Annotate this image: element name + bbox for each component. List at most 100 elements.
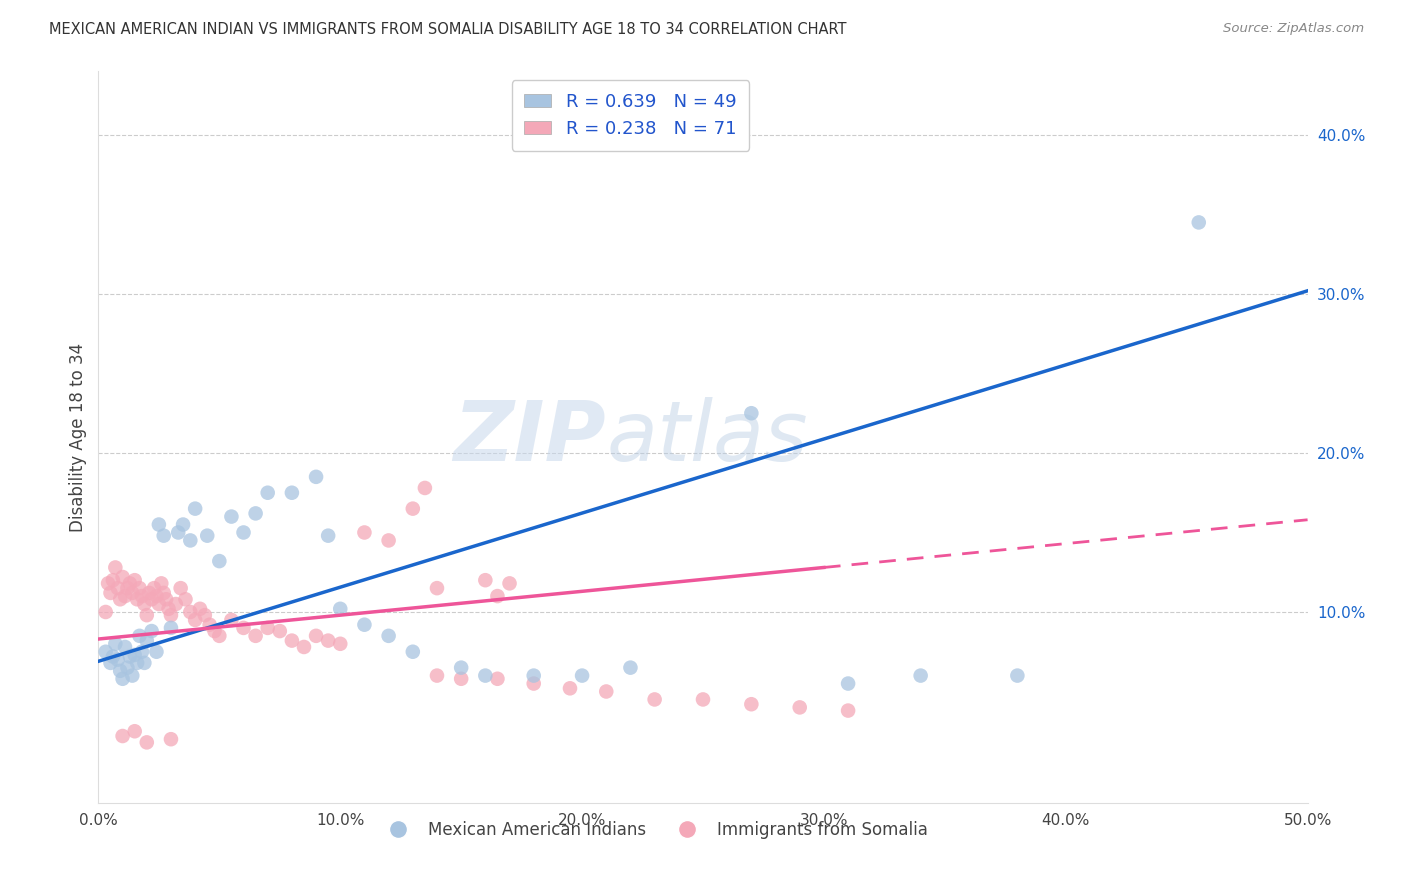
Point [329, 637, 352, 651]
Point [124, 724, 146, 739]
Point [111, 672, 134, 686]
Point [94, 605, 117, 619]
Point [148, 517, 170, 532]
Point [571, 668, 593, 682]
Point [127, 656, 149, 670]
Point [281, 633, 304, 648]
Point [134, 597, 156, 611]
Point [135, 735, 157, 749]
Point [644, 692, 666, 706]
Point [160, 621, 183, 635]
Point [1188, 215, 1211, 229]
Point [184, 613, 207, 627]
Point [195, 529, 218, 543]
Point [221, 613, 243, 627]
Point [595, 684, 617, 698]
Point [101, 649, 124, 664]
Point [281, 485, 304, 500]
Point [121, 668, 143, 682]
Point [97, 576, 120, 591]
Point [353, 617, 375, 632]
Point [121, 586, 143, 600]
Legend: Mexican American Indians, Immigrants from Somalia: Mexican American Indians, Immigrants fro… [374, 814, 935, 846]
Point [131, 645, 153, 659]
Point [256, 621, 278, 635]
Point [402, 501, 425, 516]
Point [157, 602, 180, 616]
Y-axis label: Disability Age 18 to 34: Disability Age 18 to 34 [69, 343, 87, 532]
Point [174, 592, 197, 607]
Point [208, 629, 231, 643]
Point [619, 660, 641, 674]
Point [118, 576, 141, 591]
Point [117, 581, 139, 595]
Point [114, 589, 136, 603]
Point [377, 533, 399, 548]
Text: ZIP: ZIP [454, 397, 606, 477]
Point [558, 681, 581, 696]
Point [145, 645, 167, 659]
Point [292, 640, 315, 654]
Point [740, 406, 762, 420]
Point [127, 592, 149, 607]
Point [245, 507, 267, 521]
Point [141, 624, 163, 638]
Point [194, 608, 217, 623]
Point [104, 637, 127, 651]
Point [426, 668, 449, 682]
Point [413, 481, 436, 495]
Point [523, 668, 546, 682]
Point [269, 624, 291, 638]
Point [148, 597, 170, 611]
Point [837, 676, 859, 690]
Point [107, 653, 129, 667]
Point [117, 660, 139, 674]
Point [221, 509, 243, 524]
Point [1007, 668, 1029, 682]
Point [486, 672, 509, 686]
Point [111, 570, 134, 584]
Point [138, 586, 160, 600]
Point [108, 664, 131, 678]
Point [837, 704, 859, 718]
Point [377, 629, 399, 643]
Point [245, 629, 267, 643]
Point [108, 592, 131, 607]
Point [94, 645, 117, 659]
Text: atlas: atlas [606, 397, 808, 477]
Point [316, 633, 339, 648]
Point [256, 485, 278, 500]
Point [118, 649, 141, 664]
Point [135, 633, 157, 648]
Point [179, 605, 201, 619]
Point [114, 640, 136, 654]
Point [305, 470, 328, 484]
Point [316, 529, 339, 543]
Point [155, 592, 177, 607]
Point [498, 576, 520, 591]
Point [740, 697, 762, 711]
Point [910, 668, 932, 682]
Point [450, 660, 472, 674]
Point [100, 656, 122, 670]
Point [143, 581, 166, 595]
Point [152, 529, 174, 543]
Point [305, 629, 328, 643]
Point [426, 581, 449, 595]
Point [124, 648, 146, 662]
Point [198, 617, 221, 632]
Point [486, 589, 509, 603]
Point [145, 589, 167, 603]
Point [402, 645, 425, 659]
Point [111, 729, 134, 743]
Point [169, 581, 191, 595]
Point [165, 597, 187, 611]
Point [134, 656, 156, 670]
Point [789, 700, 811, 714]
Point [150, 576, 173, 591]
Point [141, 592, 163, 607]
Point [204, 624, 226, 638]
Point [184, 501, 207, 516]
Point [692, 692, 714, 706]
Point [124, 573, 146, 587]
